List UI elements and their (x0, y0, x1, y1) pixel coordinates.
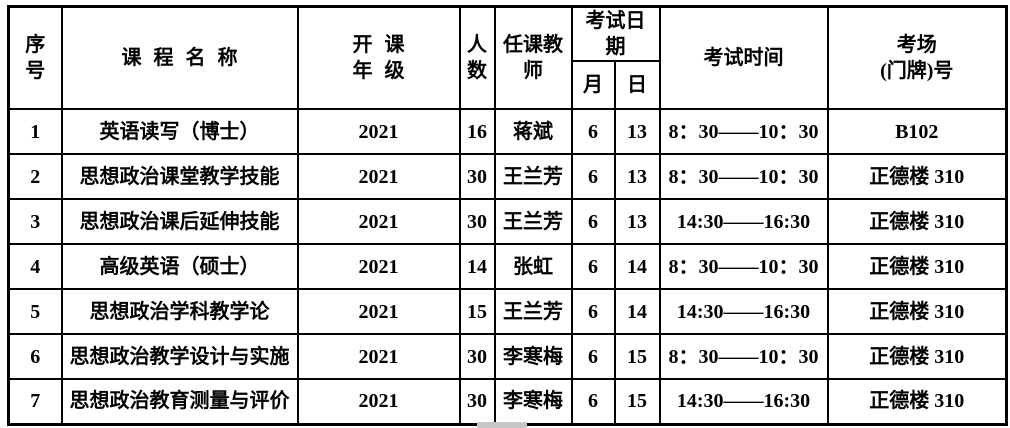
cell-month: 6 (570, 333, 616, 380)
header-exam-time: 考试时间 (658, 5, 829, 110)
cell-teacher: 王兰芳 (493, 288, 573, 335)
cell-index: 6 (7, 333, 63, 380)
cell-day: 13 (613, 153, 661, 200)
cell-grade: 2021 (296, 333, 461, 380)
cell-day: 13 (613, 108, 661, 155)
cell-room: 正德楼 310 (826, 153, 1008, 200)
cell-room: 正德楼 310 (826, 288, 1008, 335)
table-row: 5 思想政治学科教学论 2021 15 王兰芳 6 14 14:30——16:3… (7, 288, 1008, 335)
cell-grade: 2021 (296, 243, 461, 290)
cell-teacher: 蒋斌 (493, 108, 573, 155)
cell-room: B102 (826, 108, 1008, 155)
table-row: 7 思想政治教育测量与评价 2021 30 李寒梅 6 15 14:30——16… (7, 378, 1008, 425)
cell-teacher: 李寒梅 (493, 378, 573, 425)
cell-time: 14:30——16:30 (658, 198, 829, 245)
cell-course: 思想政治教育测量与评价 (60, 378, 299, 425)
cell-time: 8：30——10：30 (658, 333, 829, 380)
cell-count: 16 (458, 108, 496, 155)
cell-grade: 2021 (296, 288, 461, 335)
cell-month: 6 (570, 378, 616, 425)
cell-index: 5 (7, 288, 63, 335)
cell-time: 8：30——10：30 (658, 153, 829, 200)
header-room: 考场 (门牌)号 (826, 5, 1008, 110)
cell-course: 英语读写（博士） (60, 108, 299, 155)
cell-count: 30 (458, 198, 496, 245)
cell-room: 正德楼 310 (826, 198, 1008, 245)
cell-time: 14:30——16:30 (658, 378, 829, 425)
cell-month: 6 (570, 243, 616, 290)
cell-count: 30 (458, 153, 496, 200)
cell-month: 6 (570, 108, 616, 155)
cell-teacher: 王兰芳 (493, 198, 573, 245)
header-month: 月 (570, 60, 616, 110)
cell-course: 思想政治课堂教学技能 (60, 153, 299, 200)
cell-day: 14 (613, 243, 661, 290)
cell-room: 正德楼 310 (826, 333, 1008, 380)
cell-course: 思想政治教学设计与实施 (60, 333, 299, 380)
header-room-text: 考场 (门牌)号 (880, 34, 954, 82)
cell-day: 15 (613, 378, 661, 425)
cell-room: 正德楼 310 (826, 243, 1008, 290)
table-header: 序 号 课 程 名 称 开 课 年 级 人 数 (7, 5, 1008, 110)
header-exam-date: 考试日 期 (570, 5, 661, 62)
cell-count: 30 (458, 333, 496, 380)
cell-course: 思想政治课后延伸技能 (60, 198, 299, 245)
cell-month: 6 (570, 153, 616, 200)
cell-index: 4 (7, 243, 63, 290)
table-row: 6 思想政治教学设计与实施 2021 30 李寒梅 6 15 8：30——10：… (7, 333, 1008, 380)
cell-index: 2 (7, 153, 63, 200)
header-grade: 开 课 年 级 (296, 5, 461, 110)
cell-count: 15 (458, 288, 496, 335)
cell-teacher: 张虹 (493, 243, 573, 290)
table-row: 2 思想政治课堂教学技能 2021 30 王兰芳 6 13 8：30——10：3… (7, 153, 1008, 200)
header-course: 课 程 名 称 (60, 5, 299, 110)
header-row-2: 月 日 (9, 60, 1007, 110)
header-count-text: 人 数 (467, 34, 487, 82)
horizontal-scrollbar-thumb[interactable] (477, 422, 527, 428)
cell-time: 14:30——16:30 (658, 288, 829, 335)
cell-index: 3 (7, 198, 63, 245)
cell-grade: 2021 (296, 198, 461, 245)
cell-month: 6 (570, 198, 616, 245)
table-row: 4 高级英语（硕士） 2021 14 张虹 6 14 8：30——10：30 正… (7, 243, 1008, 290)
exam-schedule-table: 序 号 课 程 名 称 开 课 年 级 人 数 (7, 5, 1008, 426)
header-day: 日 (613, 60, 661, 110)
cell-grade: 2021 (296, 108, 461, 155)
header-count: 人 数 (458, 5, 496, 110)
cell-index: 1 (7, 108, 63, 155)
cell-count: 14 (458, 243, 496, 290)
cell-count: 30 (458, 378, 496, 425)
header-teacher: 任课教 师 (493, 5, 573, 110)
cell-teacher: 王兰芳 (493, 153, 573, 200)
cell-month: 6 (570, 288, 616, 335)
header-index: 序 号 (7, 5, 63, 110)
header-index-text: 序 号 (25, 34, 46, 82)
header-exam-date-text: 考试日 期 (585, 10, 646, 58)
cell-time: 8：30——10：30 (658, 243, 829, 290)
table-row: 3 思想政治课后延伸技能 2021 30 王兰芳 6 13 14:30——16:… (7, 198, 1008, 245)
table-row: 1 英语读写（博士） 2021 16 蒋斌 6 13 8：30——10：30 B… (7, 108, 1008, 155)
cell-course: 思想政治学科教学论 (60, 288, 299, 335)
cell-teacher: 李寒梅 (493, 333, 573, 380)
cell-time: 8：30——10：30 (658, 108, 829, 155)
cell-room: 正德楼 310 (826, 378, 1008, 425)
header-teacher-text: 任课教 师 (503, 34, 563, 82)
cell-day: 15 (613, 333, 661, 380)
table-body: 1 英语读写（博士） 2021 16 蒋斌 6 13 8：30——10：30 B… (7, 108, 1008, 425)
header-row-1: 序 号 课 程 名 称 开 课 年 级 人 数 (7, 5, 1008, 110)
cell-day: 13 (613, 198, 661, 245)
cell-index: 7 (7, 378, 63, 425)
cell-day: 14 (613, 288, 661, 335)
header-grade-text: 开 课 年 级 (352, 34, 405, 82)
cell-grade: 2021 (296, 378, 461, 425)
cell-grade: 2021 (296, 153, 461, 200)
cell-course: 高级英语（硕士） (60, 243, 299, 290)
